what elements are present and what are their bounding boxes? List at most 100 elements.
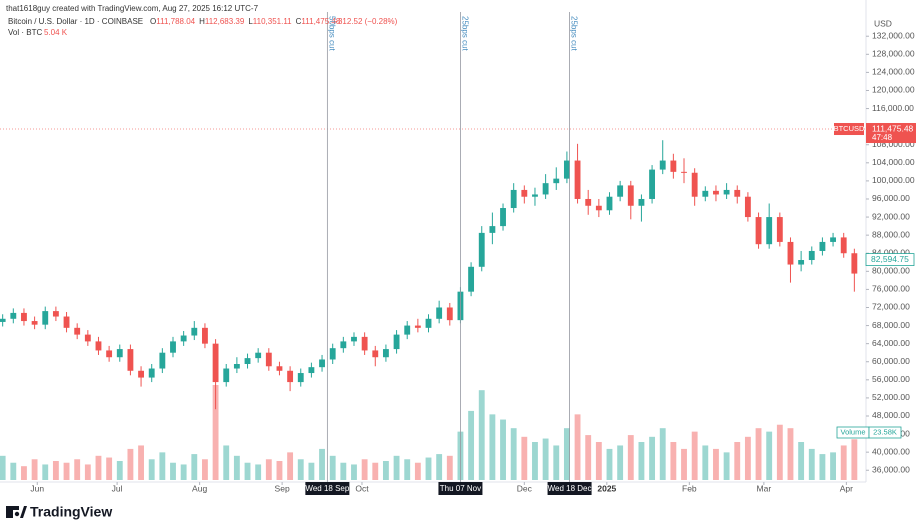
volume-bar bbox=[521, 436, 528, 480]
volume-bar bbox=[638, 442, 645, 480]
volume-bar bbox=[202, 459, 208, 480]
volume-bar bbox=[319, 448, 325, 480]
candle-body bbox=[446, 307, 453, 321]
candle-body bbox=[127, 349, 134, 371]
volume-bar bbox=[84, 464, 91, 480]
candle-body bbox=[308, 367, 315, 374]
volume-bar bbox=[404, 459, 411, 480]
y-tick-label: 96,000.00 bbox=[872, 193, 910, 203]
volume-bar bbox=[744, 436, 751, 480]
candle-body bbox=[681, 171, 687, 173]
symbol-tag: BTCUSD bbox=[834, 124, 865, 133]
price-marker-label: 82,594.75 bbox=[871, 254, 909, 264]
event-date: Thu 07 Nov bbox=[440, 484, 481, 493]
volume-bar bbox=[702, 445, 709, 480]
volume-bar bbox=[42, 464, 49, 480]
candle-body bbox=[297, 373, 304, 383]
volume-bar bbox=[627, 435, 634, 480]
candle-body bbox=[808, 250, 815, 261]
candle-body bbox=[372, 350, 379, 358]
y-tick-label: 128,000.00 bbox=[872, 49, 915, 59]
volume-bar bbox=[574, 414, 581, 480]
candle-body bbox=[510, 189, 517, 209]
candle-body bbox=[361, 336, 368, 351]
last-price-box bbox=[866, 123, 916, 144]
volume-bar bbox=[95, 455, 102, 480]
volume-bar bbox=[74, 459, 81, 480]
volume-bar bbox=[468, 410, 475, 480]
candle-body bbox=[734, 189, 741, 197]
volume-bar bbox=[138, 445, 144, 480]
volume-bar bbox=[159, 452, 166, 480]
x-tick-label: Apr bbox=[840, 483, 853, 493]
volume-bar bbox=[170, 462, 176, 480]
price-unit: USD bbox=[874, 18, 892, 28]
candle-body bbox=[0, 318, 6, 322]
candle-body bbox=[563, 160, 570, 179]
ohlc-value: 110,351.11 bbox=[253, 17, 292, 26]
candle-body bbox=[798, 260, 805, 265]
ohlc-value: 111,788.04 bbox=[156, 17, 195, 26]
y-tick-label: 92,000.00 bbox=[872, 211, 910, 221]
y-tick-label: 80,000.00 bbox=[872, 266, 910, 276]
candle-body bbox=[276, 366, 283, 371]
candle-body bbox=[830, 237, 836, 242]
volume-bar bbox=[0, 455, 6, 480]
candle-body bbox=[851, 253, 858, 274]
candle-body bbox=[170, 341, 176, 353]
candle-body bbox=[287, 370, 294, 383]
candle-body bbox=[340, 341, 347, 349]
price-marker-box bbox=[865, 253, 915, 266]
volume-bar bbox=[670, 442, 677, 480]
logo-shape bbox=[20, 506, 27, 518]
volume-bar bbox=[414, 462, 421, 480]
candle-body bbox=[723, 189, 730, 195]
y-tick-label: 132,000.00 bbox=[872, 30, 915, 40]
x-tick-label: 2025 bbox=[597, 483, 616, 493]
candle-body bbox=[191, 327, 198, 336]
x-tick-label: Dec bbox=[517, 483, 533, 493]
candle-body bbox=[702, 190, 709, 197]
candle-body bbox=[468, 266, 475, 292]
candle-body bbox=[95, 341, 102, 351]
volume-bar bbox=[830, 452, 836, 480]
ohlc-key: C bbox=[296, 17, 302, 26]
y-tick-label: 120,000.00 bbox=[872, 85, 915, 95]
candle-body bbox=[553, 178, 560, 184]
y-tick-label: 48,000.00 bbox=[872, 410, 910, 420]
candle-body bbox=[500, 208, 506, 227]
logo-shape bbox=[6, 506, 13, 518]
volume-title: Vol · BTC bbox=[8, 28, 42, 37]
ohlc-value: 112,683.39 bbox=[205, 17, 245, 26]
candle-body bbox=[649, 169, 656, 199]
volume-bar bbox=[382, 461, 389, 480]
candle-body bbox=[627, 185, 634, 206]
y-tick-label: 88,000.00 bbox=[872, 229, 910, 239]
candle-body bbox=[436, 307, 443, 319]
candle-body bbox=[542, 183, 549, 195]
y-tick-label: 104,000.00 bbox=[872, 157, 915, 167]
volume-bar bbox=[510, 428, 517, 480]
volume-bar bbox=[31, 459, 38, 480]
volume-bar bbox=[372, 462, 379, 480]
candle-body bbox=[425, 318, 432, 328]
candle-body bbox=[319, 359, 325, 368]
candle-body bbox=[202, 327, 208, 344]
last-price-label: 111,475.48 bbox=[872, 123, 914, 133]
candle-body bbox=[84, 334, 91, 342]
y-tick-label: 52,000.00 bbox=[872, 392, 910, 402]
ohlc-key: L bbox=[248, 17, 253, 26]
candle-body bbox=[351, 336, 357, 342]
y-tick-label: 56,000.00 bbox=[872, 374, 910, 384]
volume-bar bbox=[425, 457, 432, 480]
volume-bar bbox=[500, 419, 506, 480]
volume-bar bbox=[840, 445, 847, 480]
candle-body bbox=[489, 226, 496, 233]
candle-body bbox=[233, 364, 240, 369]
event-date: Wed 18 Sep bbox=[305, 484, 349, 493]
x-tick-label: Oct bbox=[355, 483, 369, 493]
y-tick-label: 124,000.00 bbox=[872, 67, 915, 77]
candle-body bbox=[42, 311, 49, 325]
volume-bar bbox=[244, 462, 251, 480]
volume-bar bbox=[21, 466, 27, 480]
